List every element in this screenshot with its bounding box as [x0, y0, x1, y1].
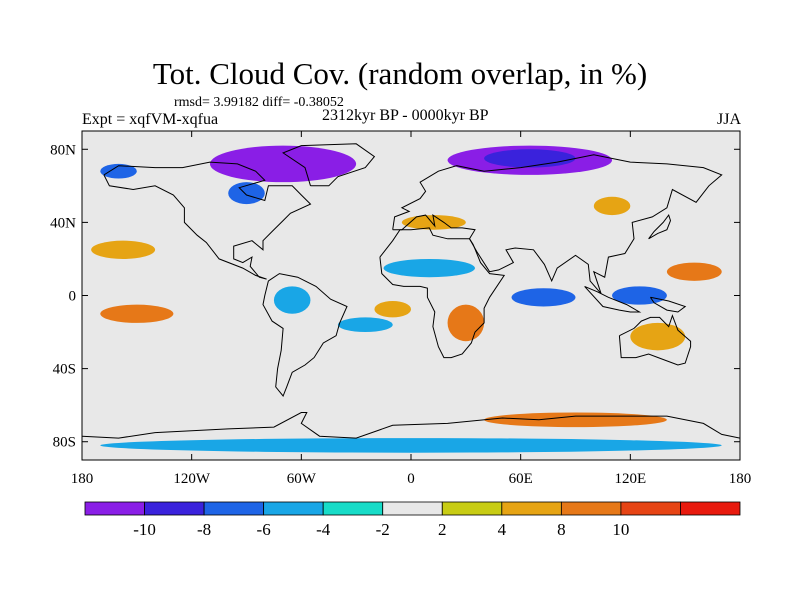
experiment-label: Expt = xqfVM-xqfua — [82, 111, 219, 128]
colorbar: -10 -8 -6 -4 -2 2 4 8 10 — [84, 501, 741, 539]
colorbar-bin-4 — [322, 501, 384, 516]
colorbar-bin-5 — [382, 501, 443, 516]
x-tick-label-1: 120W — [173, 471, 211, 487]
colorbar-bin-3 — [263, 501, 324, 516]
colorbar-bin-0 — [84, 501, 145, 516]
anomaly-region-8 — [447, 304, 485, 342]
coastline-9 — [648, 214, 672, 240]
coastline-6 — [82, 412, 740, 439]
x-tick-label-2: 60W — [287, 471, 317, 487]
anomaly-region-11 — [511, 288, 576, 307]
anomaly-region-14 — [630, 322, 686, 351]
x-tick-label-5: 120E — [614, 471, 646, 487]
x-tick-label-4: 60E — [509, 471, 533, 487]
chart-title: Tot. Cloud Cov. (random overlap, in %) — [152, 56, 648, 91]
anomaly-region-9 — [374, 300, 411, 318]
colorbar-label-5: 2 — [438, 520, 447, 539]
coastline-0 — [103, 161, 312, 280]
anomaly-region-7 — [666, 262, 722, 281]
anomaly-region-19 — [593, 196, 631, 216]
anomaly-region-12 — [612, 286, 667, 305]
season-label: JJA — [716, 111, 741, 128]
stats-readout: rmsd= 3.99182 diff= -0.38052 — [174, 95, 344, 110]
colorbar-label-6: 4 — [498, 520, 507, 539]
colorbar-label-4: -2 — [376, 520, 390, 539]
y-tick-label-3: 40S — [53, 362, 76, 378]
colorbar-label-3: -4 — [316, 520, 331, 539]
x-tick-label-0: 180 — [71, 471, 94, 487]
y-tick-label-2: 0 — [69, 289, 77, 305]
anomaly-region-4 — [228, 182, 265, 205]
colorbar-bin-9 — [620, 501, 681, 516]
period-label: 2312kyr BP - 0000kyr BP — [322, 107, 489, 124]
coastline-3 — [392, 154, 723, 295]
colorbar-bin-7 — [501, 501, 562, 516]
colorbar-bin-2 — [203, 501, 265, 516]
anomaly-region-0 — [209, 145, 357, 183]
colorbar-bin-6 — [441, 501, 503, 516]
anomaly-region-5 — [100, 304, 174, 323]
colorbar-label-2: -6 — [257, 520, 271, 539]
x-tick-label-6: 180 — [729, 471, 752, 487]
colorbar-label-7: 8 — [557, 520, 566, 539]
anomaly-region-3 — [100, 163, 137, 179]
colorbar-bin-1 — [144, 501, 205, 516]
colorbar-bin-10 — [680, 501, 741, 516]
colorbar-bin-8 — [560, 501, 622, 516]
coastline-5 — [618, 314, 692, 366]
coastline-1 — [262, 273, 348, 397]
coastline-4 — [379, 227, 506, 359]
x-tick-label-3: 0 — [407, 471, 415, 487]
coastline-2 — [282, 143, 376, 187]
anomaly-region-13 — [273, 286, 311, 314]
y-tick-label-0: 80N — [50, 142, 76, 158]
anomaly-region-15 — [484, 412, 667, 428]
axes: 180 120W 60W 0 60E 120E 180 80N 40N 0 40S 80S — [50, 131, 751, 487]
coastline-layer — [82, 143, 740, 439]
anomaly-region-10 — [383, 258, 475, 278]
anomaly-region-16 — [100, 438, 722, 453]
colorbar-label-0: -10 — [133, 520, 156, 539]
colorbar-label-8: 10 — [612, 520, 629, 539]
coastline-8 — [649, 296, 687, 313]
anomaly-region-6 — [91, 240, 156, 259]
y-tick-label-1: 40N — [50, 215, 76, 231]
anomaly-region-2 — [484, 149, 576, 168]
coastline-7 — [584, 285, 642, 313]
anomaly-region-17 — [337, 317, 393, 333]
colorbar-label-1: -8 — [197, 520, 211, 539]
y-tick-label-4: 80S — [53, 435, 76, 451]
